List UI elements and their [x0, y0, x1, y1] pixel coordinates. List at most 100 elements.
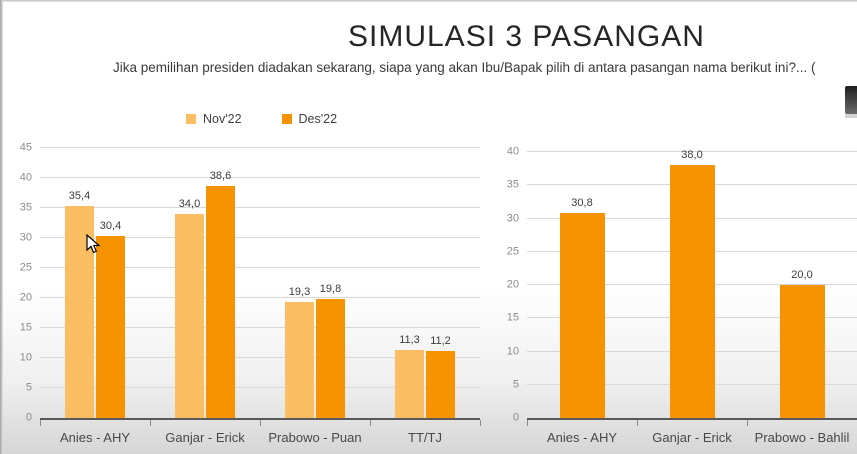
gridline [40, 237, 480, 238]
right-chart-y-axis: 0 5 10 15 20 25 30 35 40 [489, 146, 527, 423]
gridline [40, 207, 480, 208]
bar-group: 20,0 [747, 152, 857, 418]
bar-slot: 30,8 [559, 152, 605, 418]
bar-group: 30,8 [527, 152, 637, 418]
left-border-line [0, 0, 3, 454]
category-label: Ganjar - Erick [652, 430, 732, 445]
cropped-edge-artifact-shadow [845, 114, 857, 118]
bar-nov-22 [175, 214, 204, 418]
right-chart-x-axis: Anies - AHY Ganjar - Erick Prabowo - Bahli… [527, 430, 857, 445]
bar-des-22 [206, 186, 235, 418]
bar-group: 19,3 19,8 [260, 148, 370, 418]
bar-des-22 [426, 350, 455, 418]
y-axis-tick-label: 45 [19, 141, 32, 154]
gridline [40, 357, 480, 358]
category-label: TT/TJ [408, 430, 442, 445]
y-axis-tick-label: 30 [19, 231, 32, 244]
right-chart-plot-area: 30,8 38,0 20,0 [527, 149, 857, 426]
left-chart-plot-area: 35,4 30,4 34,0 38,6 19,3 19,8 11,3 11,2 [40, 147, 481, 426]
category-label: Anies - AHY [546, 430, 618, 445]
bar-des-22 [316, 299, 345, 418]
bar-slot: 35,4 [65, 148, 94, 418]
bar-des-22 [96, 235, 125, 418]
gridline [40, 327, 480, 328]
y-axis-tick-label: 5 [25, 381, 32, 394]
y-axis-tick-label: 20 [506, 278, 519, 291]
chart-legend: Nov'22 Des'22 [186, 112, 337, 126]
bar-value-label: 34,0 [178, 198, 201, 210]
legend-swatch [186, 114, 196, 124]
bar-value-label: 38,0 [681, 149, 703, 162]
bar-slot: 11,2 [426, 148, 455, 418]
y-axis-tick-label: 15 [506, 311, 519, 324]
bar-nov-22 [395, 350, 424, 418]
y-axis-tick-label: 20 [19, 291, 32, 304]
x-axis-tick-mark [480, 420, 481, 426]
bar-slot: 30,4 [96, 148, 125, 418]
legend-label: Des'22 [298, 112, 338, 126]
category-label: Anies - AHY [59, 430, 131, 445]
bar-slot: 20,0 [779, 152, 825, 418]
category-label: Ganjar - Erick [165, 430, 245, 445]
y-axis-tick-label: 10 [19, 351, 32, 364]
gridline [40, 387, 480, 388]
x-axis-tick-mark [370, 420, 371, 426]
y-axis-tick-label: 40 [506, 145, 519, 158]
y-axis-tick-label: 30 [506, 212, 519, 224]
y-axis-tick-label: 0 [512, 411, 519, 424]
bar-value-label: 19,3 [288, 286, 311, 299]
bar-slot: 19,8 [316, 148, 345, 418]
bar-value-label: 35,4 [68, 189, 91, 202]
bar-nov-22 [285, 302, 314, 418]
y-axis-tick-label: 40 [19, 171, 32, 184]
legend-label: Nov'22 [203, 112, 242, 126]
category-label: Prabowo - Puan [268, 430, 362, 445]
y-axis-tick-label: 15 [19, 321, 32, 334]
bar-slot: 19,3 [285, 148, 314, 418]
bar-des-22 [779, 285, 825, 418]
x-axis-tick-mark [40, 420, 41, 426]
bar-slot: 38,0 [669, 149, 715, 418]
y-axis-tick-label: 10 [506, 345, 519, 357]
y-axis-tick-label: 25 [506, 245, 519, 258]
left-chart-x-axis: Anies - AHY Ganjar - Erick Prabowo - Puan T… [40, 430, 480, 445]
gridline [40, 147, 480, 148]
right-bar-chart: 0 5 10 15 20 25 30 35 40 30,8 38,0 20,0 Anies - AH… [489, 146, 857, 445]
mouse-cursor [86, 234, 101, 254]
bar-value-label: 30,4 [99, 219, 122, 232]
bar-value-label: 19,8 [319, 283, 342, 296]
bar-group: 38,0 [637, 149, 747, 418]
bar-value-label: 38,6 [209, 170, 232, 183]
y-axis-tick-label: 35 [19, 201, 32, 214]
bar-slot: 38,6 [206, 148, 235, 418]
gridline [527, 151, 857, 152]
bar-group: 34,0 38,6 [150, 148, 260, 418]
x-axis-tick-mark [747, 420, 748, 426]
left-bar-chart: 0 5 10 15 20 25 30 35 40 45 35,4 30,4 34,0 38,6 19,3 1… [10, 142, 481, 445]
x-axis-tick-mark [260, 420, 261, 426]
bar-group: 35,4 30,4 [40, 148, 150, 418]
bar-des-22 [559, 213, 605, 418]
cropped-edge-artifact [845, 86, 857, 114]
legend-item-des-22: Des'22 [281, 112, 338, 126]
left-chart-y-axis: 0 5 10 15 20 25 30 35 40 45 [10, 142, 40, 423]
legend-item-nov-22: Nov'22 [186, 112, 242, 126]
gridline [40, 267, 480, 268]
y-axis-tick-label: 5 [512, 378, 519, 391]
gridline [40, 177, 480, 178]
bar-des-22 [669, 165, 715, 418]
x-axis-tick-mark [527, 420, 528, 426]
bar-value-label: 30,8 [571, 197, 593, 210]
page-subtitle: Jika pemilihan presiden diadakan sekaran… [113, 60, 816, 75]
x-axis-tick-mark [150, 420, 151, 426]
bar-group: 11,3 11,2 [370, 148, 480, 418]
category-label: Prabowo - Bahlil [754, 430, 850, 445]
y-axis-tick-label: 25 [19, 261, 32, 274]
bar-value-label: 20,0 [791, 269, 813, 281]
y-axis-tick-label: 0 [25, 411, 32, 424]
top-border-line [0, 0, 857, 2]
page-title: SIMULASI 3 PASANGAN [348, 20, 705, 53]
bar-value-label: 11,3 [399, 334, 420, 347]
legend-swatch [281, 114, 292, 124]
x-axis-tick-mark [637, 420, 638, 426]
